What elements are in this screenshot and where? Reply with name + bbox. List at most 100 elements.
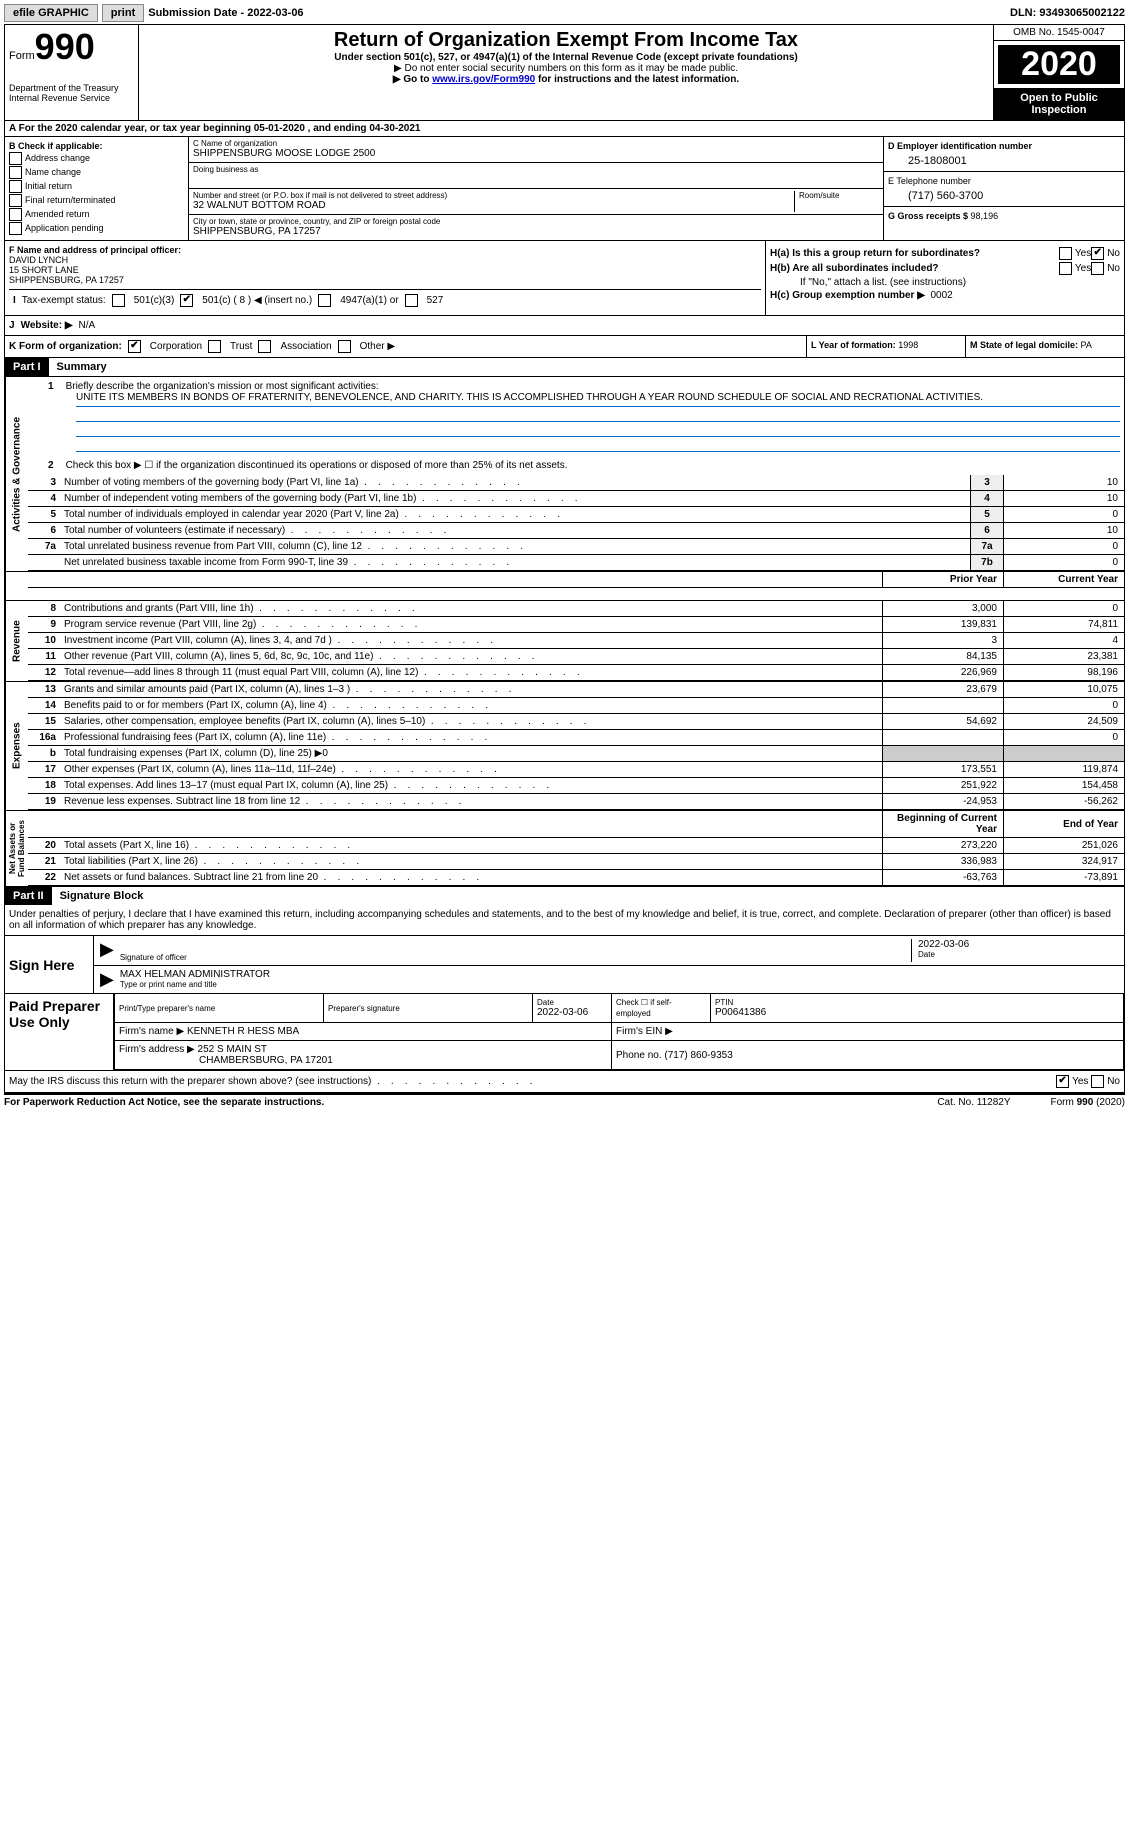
mission-blank-1 [76, 407, 1120, 422]
revenue-table: 8 Contributions and grants (Part VIII, l… [28, 601, 1124, 681]
submission-date-prefix: Submission Date - [148, 7, 247, 19]
cb-address-label: Address change [25, 153, 90, 163]
net-assets-table: 20 Total assets (Part X, line 16) 273,22… [28, 838, 1124, 886]
self-emp-check[interactable]: Check ☐ if self-employed [616, 998, 672, 1018]
gross-receipts-value: 98,196 [971, 211, 999, 221]
cb-527[interactable] [405, 294, 418, 307]
cb-final-return[interactable]: Final return/terminated [9, 194, 184, 207]
form990-link[interactable]: www.irs.gov/Form990 [432, 74, 535, 85]
firm-addr1: 252 S MAIN ST [198, 1044, 267, 1055]
website-label: Website: ▶ [21, 320, 73, 331]
org-name-label: C Name of organization [193, 139, 879, 148]
cb-address-change[interactable]: Address change [9, 152, 184, 165]
dba-label: Doing business as [193, 165, 879, 174]
lbl-corp: Corporation [150, 341, 202, 352]
q1-row: 1Briefly describe the organization's mis… [76, 381, 1120, 392]
firm-name-lbl: Firm's name ▶ [119, 1026, 187, 1037]
cb-other[interactable] [338, 340, 351, 353]
efile-graphic-button[interactable]: efile GRAPHIC [4, 4, 98, 22]
lbl-assoc: Association [280, 341, 331, 352]
cb-hb-yes[interactable] [1059, 262, 1072, 275]
cb-501c3[interactable] [112, 294, 125, 307]
form-subtitle: Under section 501(c), 527, or 4947(a)(1)… [143, 52, 989, 63]
cb-ha-yes[interactable] [1059, 247, 1072, 260]
year-formation-label: L Year of formation: [811, 340, 898, 350]
line-18: 18 Total expenses. Add lines 13–17 (must… [28, 778, 1124, 794]
note2-prefix: ▶ Go to [393, 74, 432, 85]
cb-name-change[interactable]: Name change [9, 166, 184, 179]
cb-amended[interactable]: Amended return [9, 208, 184, 221]
ha-label: H(a) Is this a group return for subordin… [770, 248, 980, 259]
city-value: SHIPPENSBURG, PA 17257 [193, 226, 879, 237]
line-20: 20 Total assets (Part X, line 16) 273,22… [28, 838, 1124, 854]
form-org-label: K Form of organization: [9, 341, 122, 352]
officer-label: F Name and address of principal officer: [9, 245, 761, 255]
firm-addr-lbl: Firm's address ▶ [119, 1044, 198, 1055]
ptin-value: P00641386 [715, 1007, 1119, 1018]
officer-name: DAVID LYNCH [9, 255, 761, 265]
line-11: 11 Other revenue (Part VIII, column (A),… [28, 649, 1124, 665]
city-label: City or town, state or province, country… [193, 217, 879, 226]
discuss-question: May the IRS discuss this return with the… [9, 1076, 371, 1087]
arrow-icon: ▶ [100, 939, 114, 960]
state-domicile-label: M State of legal domicile: [970, 340, 1081, 350]
form-title: Return of Organization Exempt From Incom… [143, 29, 989, 52]
line-14: 14 Benefits paid to or for members (Part… [28, 698, 1124, 714]
cb-assoc[interactable] [258, 340, 271, 353]
part2-title: Signature Block [52, 887, 152, 905]
lbl-527: 527 [427, 295, 444, 306]
line-7b: Net unrelated business taxable income fr… [28, 555, 1124, 571]
line-17: 17 Other expenses (Part IX, column (A), … [28, 762, 1124, 778]
cb-501c[interactable]: ✔ [180, 294, 193, 307]
hc-value: 0002 [930, 290, 952, 301]
lbl-501c3: 501(c)(3) [134, 295, 175, 306]
box-b: B Check if applicable: Address change Na… [5, 137, 189, 240]
box-de: D Employer identification number 25-1808… [883, 137, 1124, 240]
cb-4947[interactable] [318, 294, 331, 307]
line-16b: b Total fundraising expenses (Part IX, c… [28, 746, 1124, 762]
firm-addr2: CHAMBERSBURG, PA 17201 [119, 1055, 607, 1066]
pra-notice: For Paperwork Reduction Act Notice, see … [4, 1097, 324, 1108]
cb-corp[interactable]: ✔ [128, 340, 141, 353]
lbl-trust: Trust [230, 341, 252, 352]
line-16a: 16a Professional fundraising fees (Part … [28, 730, 1124, 746]
lbl-other: Other ▶ [360, 341, 395, 352]
cb-application-pending[interactable]: Application pending [9, 222, 184, 235]
officer-addr1: 15 SHORT LANE [9, 265, 761, 275]
lbl-501c: 501(c) ( 8 ) ◀ (insert no.) [202, 295, 312, 306]
officer-addr2: SHIPPENSBURG, PA 17257 [9, 275, 761, 285]
cb-init-label: Initial return [25, 181, 72, 191]
open-line-1: Open to Public [998, 92, 1120, 104]
cb-app-label: Application pending [25, 223, 104, 233]
print-button[interactable]: print [102, 4, 144, 22]
sidebar-revenue: Revenue [5, 601, 28, 681]
prep-date: 2022-03-06 [537, 1007, 607, 1018]
cb-ha-no[interactable]: ✔ [1091, 247, 1104, 260]
line-3: 3 Number of voting members of the govern… [28, 475, 1124, 491]
box-h: H(a) Is this a group return for subordin… [765, 241, 1124, 315]
sidebar-net-assets: Net Assets or Fund Balances [5, 811, 28, 886]
box-k: K Form of organization: ✔ Corporation Tru… [5, 336, 806, 357]
expenses-table: 13 Grants and similar amounts paid (Part… [28, 682, 1124, 810]
officer-printed-name: MAX HELMAN ADMINISTRATOR [120, 969, 1118, 980]
q2-text: Check this box ▶ ☐ if the organization d… [66, 460, 568, 471]
cb-initial-return[interactable]: Initial return [9, 180, 184, 193]
line-4: 4 Number of independent voting members o… [28, 491, 1124, 507]
line-15: 15 Salaries, other compensation, employe… [28, 714, 1124, 730]
line-22: 22 Net assets or fund balances. Subtract… [28, 870, 1124, 886]
cb-hb-no[interactable] [1091, 262, 1104, 275]
cb-discuss-no[interactable] [1091, 1075, 1104, 1088]
form-word: Form [9, 50, 35, 62]
discuss-yes: Yes [1072, 1076, 1088, 1087]
cb-discuss-yes[interactable]: ✔ [1056, 1075, 1069, 1088]
hdr-prior-year: Prior Year [883, 572, 1004, 588]
arrow-icon: ▶ [100, 969, 114, 990]
ha-no: No [1107, 248, 1120, 259]
phone-value: (717) 560-3700 [908, 190, 1120, 202]
addr-value: 32 WALNUT BOTTOM ROAD [193, 200, 790, 211]
ptin-lbl: PTIN [715, 998, 1119, 1007]
sign-here-label: Sign Here [5, 936, 93, 993]
cb-trust[interactable] [208, 340, 221, 353]
penalty-text: Under penalties of perjury, I declare th… [5, 905, 1124, 936]
cb-name-label: Name change [25, 167, 81, 177]
